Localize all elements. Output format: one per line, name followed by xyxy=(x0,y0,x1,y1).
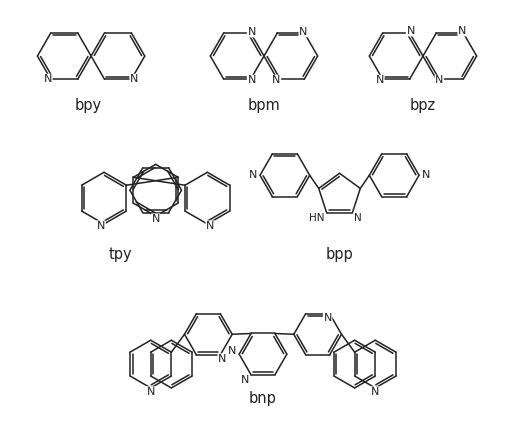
Text: N: N xyxy=(324,313,332,323)
Text: N: N xyxy=(241,375,249,385)
Text: bpp: bpp xyxy=(326,247,354,262)
Text: N: N xyxy=(44,74,52,84)
Text: N: N xyxy=(354,213,362,223)
Text: HN: HN xyxy=(309,213,325,223)
Text: N: N xyxy=(406,26,415,36)
Text: N: N xyxy=(422,170,431,180)
Text: N: N xyxy=(218,354,227,364)
Text: bnp: bnp xyxy=(249,391,277,406)
Text: N: N xyxy=(247,27,256,37)
Text: N: N xyxy=(299,27,307,37)
Text: N: N xyxy=(249,170,257,180)
Text: N: N xyxy=(458,26,466,36)
Text: N: N xyxy=(206,221,214,231)
Text: N: N xyxy=(151,214,160,224)
Text: N: N xyxy=(147,387,155,397)
Text: N: N xyxy=(97,221,105,231)
Text: N: N xyxy=(435,75,444,85)
Text: bpz: bpz xyxy=(410,98,436,113)
Text: N: N xyxy=(247,75,256,85)
Text: N: N xyxy=(228,346,236,356)
Text: N: N xyxy=(130,74,139,84)
Text: N: N xyxy=(371,387,379,397)
Text: bpy: bpy xyxy=(74,98,102,113)
Text: bpm: bpm xyxy=(248,98,280,113)
Text: N: N xyxy=(272,75,280,85)
Text: tpy: tpy xyxy=(109,247,133,262)
Text: N: N xyxy=(376,75,384,85)
